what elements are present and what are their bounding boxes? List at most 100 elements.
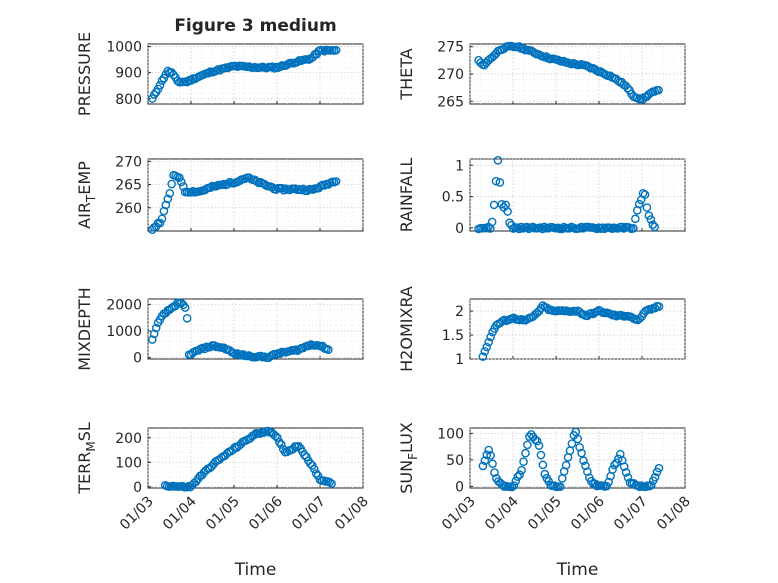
data-point: [608, 465, 617, 474]
data-point: [163, 66, 173, 76]
data-point: [646, 215, 656, 224]
y-axis-label: PRESSURE: [75, 32, 94, 116]
data-point: [490, 468, 499, 477]
data-point: [275, 437, 284, 447]
data-point: [534, 441, 544, 450]
series-TERR_MSL: [160, 426, 336, 492]
data-point: [331, 177, 341, 186]
y-axis-label: THETA: [397, 48, 416, 100]
data-point: [577, 448, 586, 458]
data-point: [482, 342, 492, 352]
data-point: [521, 448, 530, 458]
data-point: [180, 303, 190, 312]
y-tick-label: 265: [437, 94, 464, 110]
subplot-h2omixra: 1 1.5 2 H2OMIXRA: [397, 286, 686, 372]
data-point: [532, 436, 542, 446]
data-point: [631, 214, 640, 224]
data-point: [488, 459, 497, 469]
data-point: [574, 223, 584, 233]
data-point: [302, 186, 312, 196]
y-axis-label: RAINFALL: [397, 158, 416, 233]
data-point: [300, 450, 309, 460]
data-point: [579, 456, 588, 466]
data-point: [596, 306, 606, 316]
data-point: [175, 173, 184, 182]
y-tick-label: 1: [455, 352, 464, 368]
data-point: [519, 457, 528, 467]
data-point: [567, 439, 577, 448]
data-point: [294, 441, 304, 451]
data-point: [149, 329, 159, 339]
data-point: [623, 83, 632, 93]
data-point: [167, 179, 176, 189]
data-point: [211, 182, 221, 191]
y-tick-label: 50: [446, 453, 464, 469]
data-point: [505, 218, 514, 228]
data-point: [478, 461, 488, 471]
data-point: [480, 456, 490, 466]
data-point: [650, 472, 660, 482]
series-RAINFALL: [474, 156, 659, 234]
data-point: [229, 348, 238, 358]
y-tick-label: 0: [133, 480, 142, 496]
data-point: [538, 224, 547, 234]
data-point: [324, 345, 333, 354]
data-point: [147, 94, 157, 103]
y-axis-label: MIXDEPTH: [75, 287, 94, 370]
data-point: [209, 341, 219, 350]
data-point: [273, 433, 282, 442]
data-point: [619, 462, 629, 471]
data-point: [279, 185, 289, 195]
data-point: [536, 450, 546, 460]
data-point: [516, 222, 526, 232]
subplot-rainfall: 0 0.5 1 RAINFALL: [397, 156, 686, 237]
data-point: [517, 465, 526, 475]
figure-title: Figure 3 medium: [174, 16, 336, 36]
data-point: [561, 460, 571, 470]
x-tick-label: 01/06: [568, 493, 608, 533]
data-point: [204, 68, 213, 78]
data-point: [646, 481, 656, 490]
data-point: [151, 323, 161, 333]
data-point: [575, 442, 584, 452]
data-point: [654, 85, 663, 95]
data-point: [638, 188, 648, 198]
x-tick-label: 01/08: [654, 494, 694, 534]
y-tick-label: 275: [437, 40, 464, 56]
data-point: [634, 199, 644, 209]
data-point: [149, 90, 159, 99]
data-point: [623, 473, 633, 482]
data-point: [177, 177, 186, 187]
y-tick-label: 1000: [106, 40, 142, 56]
data-point: [573, 434, 583, 444]
series-MIXDEPTH: [147, 298, 333, 363]
data-point: [293, 57, 302, 67]
plot-area: [147, 298, 364, 360]
data-point: [538, 460, 548, 470]
data-point: [252, 177, 262, 186]
data-point: [513, 472, 523, 482]
y-tick-label: 265: [115, 178, 142, 194]
data-point: [503, 207, 512, 216]
data-point: [283, 59, 293, 69]
x-tick-label: 01/05: [525, 494, 565, 534]
data-point: [602, 481, 612, 491]
y-axis-label: SUNFLUX: [397, 422, 420, 494]
y-tick-label: 1000: [106, 324, 142, 340]
data-point: [275, 62, 285, 72]
data-point: [163, 194, 173, 204]
y-tick-label: 200: [115, 431, 142, 447]
data-point: [648, 220, 658, 229]
data-point: [629, 224, 638, 233]
data-point: [178, 182, 188, 191]
x-axis-label: Time: [556, 560, 599, 580]
subplot-terr_msl: 01/03 01/04 01/05 01/06 01/07 01/08 0 100 200 TER…: [75, 422, 372, 580]
data-point: [206, 183, 215, 193]
data-point: [165, 189, 175, 198]
x-tick-label: 01/07: [611, 494, 651, 534]
data-point: [480, 347, 490, 356]
data-point: [509, 481, 519, 490]
data-point: [169, 70, 178, 80]
y-tick-label: 270: [115, 154, 142, 170]
data-point: [486, 451, 495, 460]
